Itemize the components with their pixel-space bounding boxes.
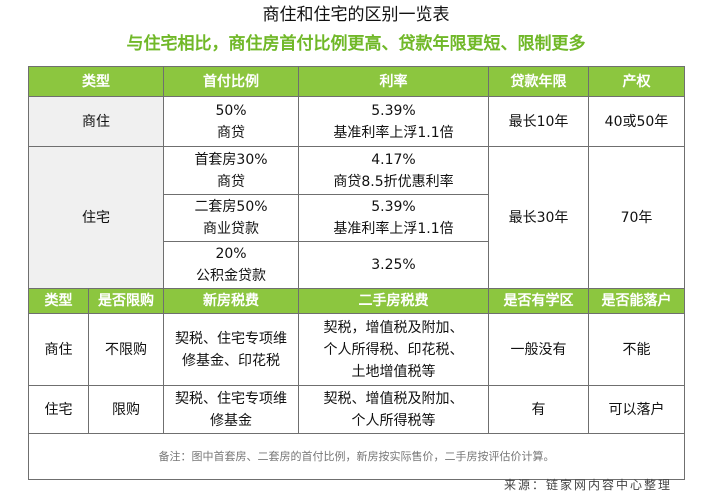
header-property-right: 产权: [588, 66, 685, 97]
down-payment-loan-type: 商贷: [217, 173, 245, 190]
down-payment-cell: 二套房50% 商业贷款: [163, 194, 299, 242]
new-house-tax-line: 修基金: [210, 412, 252, 429]
header-school-district: 是否有学区: [488, 288, 589, 314]
down-payment-loan-type: 商贷: [217, 124, 245, 141]
rate-value: 4.17%: [371, 151, 416, 168]
resale-tax-line: 个人所得税等: [351, 412, 436, 429]
table-row: 20% 公积金贷款 3.25%: [29, 241, 685, 289]
down-payment-cell: 首套房30% 商贷: [163, 146, 299, 195]
source-credit: 来源：链家网内容中心整理: [503, 478, 672, 492]
rate-cell: 5.39% 基准利率上浮1.1倍: [298, 96, 489, 147]
new-house-tax-cell: 契税、住宅专项维 修基金: [163, 385, 299, 434]
resale-tax-line: 契税、增值税及附加、: [323, 390, 464, 407]
down-payment-cell: 20% 公积金贷款: [163, 241, 299, 289]
table-row: 二套房50% 商业贷款 5.39% 基准利率上浮1.1倍: [29, 194, 685, 242]
hukou-cell: 不能: [588, 313, 685, 386]
down-payment-value: 20%: [215, 246, 247, 262]
header-type: 类型: [28, 288, 89, 314]
type-cell: 住宅: [28, 385, 89, 434]
down-payment-value: 首套房30%: [194, 151, 268, 168]
rate-value: 5.39%: [371, 102, 416, 119]
rate-desc: 商贷8.5折优惠利率: [333, 173, 454, 190]
header-new-house-tax: 新房税费: [163, 288, 299, 314]
new-house-tax-line: 契税、住宅专项维: [175, 330, 287, 347]
table2-header-row: 类型 是否限购 新房税费 二手房税费 是否有学区 是否能落户: [28, 288, 685, 314]
rate-desc: 基准利率上浮1.1倍: [333, 221, 454, 237]
header-loan-term: 贷款年限: [488, 66, 589, 97]
note-row: 备注：图中首套房、二套房的首付比例，新房按实际售价，二手房按评估价计算。: [28, 433, 685, 480]
resale-tax-line: 个人所得税、印花税、: [323, 341, 464, 358]
new-house-tax-line: 修基金、印花税: [182, 352, 280, 369]
header-purchase-limit: 是否限购: [88, 288, 164, 314]
comparison-table: 类型 首付比例 利率 贷款年限 产权 商住 50% 商贷 5.39% 基准利率上…: [28, 66, 685, 480]
down-payment-value: 50%: [215, 102, 247, 119]
new-house-tax-cell: 契税、住宅专项维 修基金、印花税: [163, 313, 299, 386]
table-row: 住宅 首套房30% 商贷 4.17% 商贷8.5折优惠利率 最长30年 70年: [28, 146, 685, 289]
type-cell: 商住: [28, 313, 89, 386]
page-title: 商住和住宅的区别一览表: [262, 5, 450, 25]
header-down-payment: 首付比例: [163, 66, 299, 97]
resale-tax-cell: 契税、增值税及附加、 个人所得税等: [298, 385, 489, 434]
type-cell: 住宅: [28, 146, 164, 289]
down-payment-value: 二套房50%: [194, 199, 268, 215]
header-hukou: 是否能落户: [588, 288, 685, 314]
new-house-tax-line: 契税、住宅专项维: [175, 390, 287, 407]
purchase-limit-cell: 限购: [88, 385, 164, 434]
property-right-cell: 70年: [588, 146, 685, 289]
resale-tax-line: 土地增值税等: [351, 363, 436, 380]
school-district-cell: 一般没有: [488, 313, 589, 386]
header-type: 类型: [28, 66, 164, 97]
page-subtitle: 与住宅相比，商住房首付比例更高、贷款年限更短、限制更多: [126, 34, 586, 54]
property-right-cell: 40或50年: [588, 96, 685, 147]
hukou-cell: 可以落户: [588, 385, 685, 434]
header-resale-tax: 二手房税费: [298, 288, 489, 314]
rate-value: 5.39%: [371, 199, 416, 215]
table-row: 商住 不限购 契税、住宅专项维 修基金、印花税 契税，增值税及附加、 个人所得税…: [28, 313, 685, 386]
type-cell: 商住: [28, 96, 164, 147]
down-payment-cell: 50% 商贷: [163, 96, 299, 147]
resale-tax-cell: 契税，增值税及附加、 个人所得税、印花税、 土地增值税等: [298, 313, 489, 386]
table1-header-row: 类型 首付比例 利率 贷款年限 产权: [28, 66, 685, 97]
rate-cell: 3.25%: [298, 241, 489, 289]
rate-desc: 基准利率上浮1.1倍: [333, 124, 454, 141]
school-district-cell: 有: [488, 385, 589, 434]
down-payment-loan-type: 商业贷款: [203, 221, 259, 237]
footnote: 备注：图中首套房、二套房的首付比例，新房按实际售价，二手房按评估价计算。: [28, 433, 685, 480]
rate-cell: 5.39% 基准利率上浮1.1倍: [298, 194, 489, 242]
header-interest-rate: 利率: [298, 66, 489, 97]
loan-term-cell: 最长10年: [488, 96, 589, 147]
resale-tax-line: 契税，增值税及附加、: [323, 319, 464, 336]
loan-term-cell: 最长30年: [488, 146, 589, 289]
table-row: 住宅 限购 契税、住宅专项维 修基金 契税、增值税及附加、 个人所得税等 有 可…: [28, 385, 685, 434]
table-row: 商住 50% 商贷 5.39% 基准利率上浮1.1倍 最长10年 40或50年: [28, 96, 685, 147]
down-payment-loan-type: 公积金贷款: [196, 268, 266, 284]
purchase-limit-cell: 不限购: [88, 313, 164, 386]
rate-cell: 4.17% 商贷8.5折优惠利率: [298, 146, 489, 195]
